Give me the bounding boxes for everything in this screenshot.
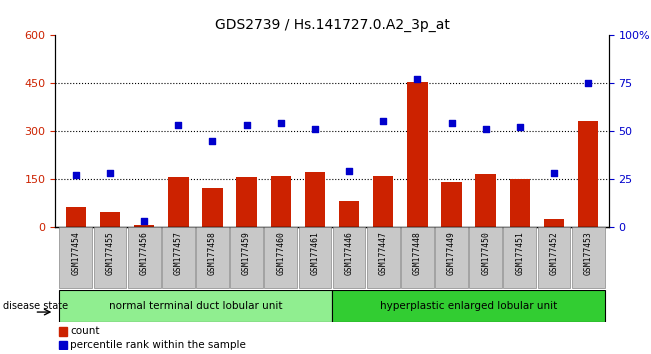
Point: [480, 126, 491, 132]
Point: [344, 168, 354, 174]
Point: [70, 172, 81, 178]
FancyBboxPatch shape: [333, 227, 365, 288]
Text: GSM177448: GSM177448: [413, 232, 422, 275]
FancyBboxPatch shape: [162, 227, 195, 288]
Bar: [332, 290, 605, 322]
Bar: [305, 172, 326, 227]
FancyBboxPatch shape: [94, 227, 126, 288]
Text: GSM177460: GSM177460: [276, 232, 285, 275]
Bar: [510, 179, 530, 227]
Title: GDS2739 / Hs.141727.0.A2_3p_at: GDS2739 / Hs.141727.0.A2_3p_at: [215, 18, 449, 32]
Bar: [373, 176, 393, 227]
Text: GSM177453: GSM177453: [584, 232, 592, 275]
Text: GSM177455: GSM177455: [105, 232, 115, 275]
Bar: [236, 177, 257, 227]
Point: [310, 126, 320, 132]
FancyBboxPatch shape: [196, 227, 229, 288]
Point: [139, 218, 149, 224]
FancyBboxPatch shape: [401, 227, 434, 288]
Bar: [59, 327, 67, 336]
FancyBboxPatch shape: [59, 227, 92, 288]
Text: GSM177452: GSM177452: [549, 232, 559, 275]
Point: [207, 138, 217, 143]
Text: GSM177456: GSM177456: [140, 232, 148, 275]
FancyBboxPatch shape: [264, 227, 297, 288]
Bar: [475, 174, 496, 227]
FancyBboxPatch shape: [367, 227, 400, 288]
Text: GSM177447: GSM177447: [379, 232, 388, 275]
Point: [412, 76, 422, 82]
FancyBboxPatch shape: [435, 227, 468, 288]
Text: disease state: disease state: [3, 301, 68, 311]
Text: GSM177457: GSM177457: [174, 232, 183, 275]
Text: GSM177449: GSM177449: [447, 232, 456, 275]
FancyBboxPatch shape: [128, 227, 161, 288]
Bar: [578, 121, 598, 227]
Text: GSM177459: GSM177459: [242, 232, 251, 275]
Text: GSM177458: GSM177458: [208, 232, 217, 275]
Text: GSM177454: GSM177454: [72, 232, 80, 275]
Bar: [59, 341, 67, 349]
Bar: [271, 176, 291, 227]
Point: [275, 120, 286, 126]
Bar: [134, 225, 154, 227]
FancyBboxPatch shape: [469, 227, 502, 288]
Point: [447, 120, 457, 126]
Text: hyperplastic enlarged lobular unit: hyperplastic enlarged lobular unit: [380, 301, 557, 311]
Bar: [441, 182, 462, 227]
Bar: [168, 177, 189, 227]
Bar: [407, 81, 428, 227]
Bar: [59, 290, 332, 322]
Point: [583, 80, 594, 86]
FancyBboxPatch shape: [230, 227, 263, 288]
Point: [549, 170, 559, 176]
Bar: [202, 188, 223, 227]
Bar: [100, 212, 120, 227]
Point: [242, 122, 252, 128]
Bar: [66, 207, 86, 227]
Bar: [544, 218, 564, 227]
FancyBboxPatch shape: [572, 227, 605, 288]
Point: [515, 124, 525, 130]
Point: [378, 119, 389, 124]
Text: count: count: [70, 326, 100, 336]
FancyBboxPatch shape: [503, 227, 536, 288]
FancyBboxPatch shape: [538, 227, 570, 288]
FancyBboxPatch shape: [299, 227, 331, 288]
Point: [173, 122, 184, 128]
Text: GSM177446: GSM177446: [344, 232, 353, 275]
Text: GSM177451: GSM177451: [516, 232, 524, 275]
Text: GSM177450: GSM177450: [481, 232, 490, 275]
Text: GSM177461: GSM177461: [311, 232, 320, 275]
Point: [105, 170, 115, 176]
Text: percentile rank within the sample: percentile rank within the sample: [70, 340, 246, 350]
Text: normal terminal duct lobular unit: normal terminal duct lobular unit: [109, 301, 282, 311]
Bar: [339, 201, 359, 227]
